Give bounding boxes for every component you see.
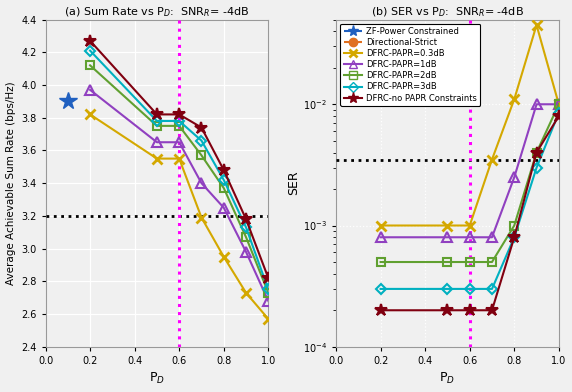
X-axis label: P$_D$: P$_D$: [149, 371, 165, 387]
Y-axis label: SER: SER: [287, 171, 300, 196]
X-axis label: P$_D$: P$_D$: [439, 371, 455, 387]
Legend: ZF-Power Constrained, Directional-Strict, DFRC-PAPR=0.3dB, DFRC-PAPR=1dB, DFRC-P: ZF-Power Constrained, Directional-Strict…: [340, 24, 480, 106]
Title: (a) Sum Rate vs P$_D$:  SNR$_R$= -4dB: (a) Sum Rate vs P$_D$: SNR$_R$= -4dB: [65, 5, 249, 19]
Title: (b) SER vs P$_D$:  SNR$_R$= -4dB: (b) SER vs P$_D$: SNR$_R$= -4dB: [371, 5, 524, 19]
Y-axis label: Average Achievable Sum Rate (bps/Hz): Average Achievable Sum Rate (bps/Hz): [6, 81, 15, 285]
